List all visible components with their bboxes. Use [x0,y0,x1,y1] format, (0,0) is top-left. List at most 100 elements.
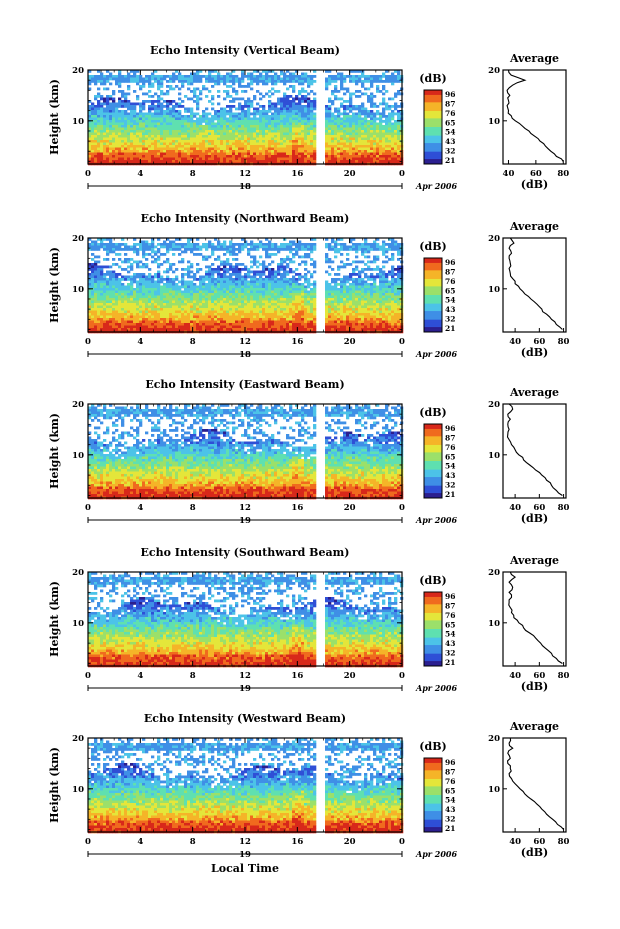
heatmap-cell [100,120,104,123]
heatmap-cell [235,243,239,246]
heatmap-cell [277,77,281,81]
x-tick-label: 8 [190,169,196,179]
heatmap-cell [190,122,194,126]
heatmap-cell [301,135,305,138]
heatmap-cell [169,75,173,78]
heatmap-cell [247,250,251,254]
heatmap-cell [397,152,401,156]
heatmap-cell [163,310,167,314]
heatmap-cell [91,155,95,158]
heatmap-cell [151,147,155,151]
heatmap-cell [103,303,107,306]
heatmap-cell [106,265,110,269]
heatmap-cell [181,132,185,136]
heatmap-cell [160,285,164,289]
heatmap-cell [259,145,263,148]
heatmap-cell [139,77,143,81]
heatmap-cell [229,325,233,329]
colorbar-segment [424,147,442,150]
heatmap-cell [325,85,329,88]
heatmap-cell [187,132,191,136]
heatmap-cell [97,300,101,304]
heatmap-cell [376,87,380,91]
heatmap-cell [295,102,299,106]
heatmap-cell [178,140,182,143]
heatmap-cell [139,105,143,108]
heatmap-cell [301,152,305,156]
heatmap-cell [88,145,92,148]
heatmap-cell [100,280,104,284]
heatmap-cell [262,290,266,294]
heatmap-cell [100,137,104,141]
heatmap-cell [370,147,374,151]
heatmap-cell [106,127,110,131]
heatmap-cell [241,263,245,266]
heatmap-cell [328,107,332,111]
heatmap-cell [121,117,125,121]
heatmap-cell [235,127,239,131]
heatmap-cell [148,315,152,319]
heatmap-cell [391,80,395,83]
heatmap-cell [148,325,152,329]
heatmap-cell [193,278,197,281]
heatmap-cell [145,293,149,296]
heatmap-cell [121,325,125,329]
heatmap-cell [220,275,224,279]
heatmap-cell [238,288,242,291]
heatmap-cell [112,328,116,331]
heatmap-cell [178,253,182,256]
heatmap-cell [340,85,344,88]
heatmap-cell [328,160,332,163]
heatmap-cell [247,298,251,301]
heatmap-cell [103,82,107,86]
heatmap-cell [91,308,95,311]
heatmap-cell [106,120,110,123]
heatmap-cell [250,155,254,158]
colorbar-level: 21 [445,156,455,165]
heatmap-cell [298,102,302,106]
heatmap-cell [139,325,143,329]
heatmap-cell [142,240,146,244]
heatmap-cell [349,92,353,96]
heatmap-cell [154,303,158,306]
heatmap-cell [226,245,230,249]
heatmap-cell [178,160,182,163]
heatmap-cell [124,298,128,301]
heatmap-cell [355,95,359,98]
heatmap-cell [235,115,239,118]
heatmap-cell [94,105,98,108]
heatmap-cell [247,160,251,163]
heatmap-cell [97,313,101,316]
heatmap-cell [232,273,236,276]
colorbar-frame [423,89,443,165]
profile-x-tick-label: 80 [557,169,569,179]
heatmap-cell [118,157,122,161]
heatmap-cell [124,137,128,141]
heatmap-cell [163,135,167,138]
heatmap-cell [247,328,251,331]
heatmap-cell [298,137,302,141]
heatmap-cell [91,290,95,294]
heatmap-cell [208,80,212,83]
heatmap-cell [343,122,347,126]
heatmap-cell [100,318,104,321]
heatmap-cell [391,132,395,136]
heatmap-cell [355,120,359,123]
heatmap-cell [124,120,128,123]
heatmap-cell [154,92,158,96]
heatmap-cell [118,152,122,156]
heatmap-cell [250,328,254,331]
heatmap-cell [262,265,266,269]
heatmap-cell [118,130,122,133]
heatmap-cell [151,293,155,296]
heatmap-cell [244,102,248,106]
heatmap-cell [91,107,95,111]
heatmap-cell [238,152,242,156]
heatmap-cell [136,75,140,78]
heatmap-cell [187,152,191,156]
heatmap-cell [286,115,290,118]
heatmap-cell [178,142,182,146]
heatmap-cell [139,132,143,136]
heatmap-cell [391,115,395,118]
heatmap-cell [187,248,191,251]
